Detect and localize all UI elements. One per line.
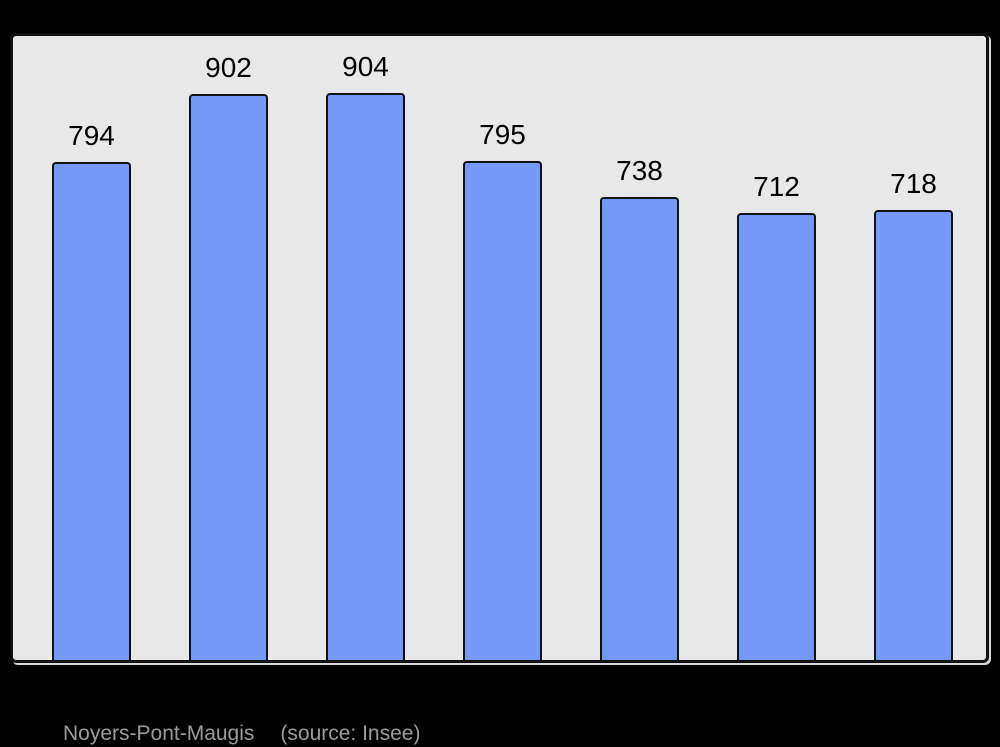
bars-container: 794 902 904 795 738 712 718 — [13, 36, 986, 660]
bar-value-label: 795 — [479, 119, 526, 150]
bar — [600, 197, 679, 660]
plot-area: 794 902 904 795 738 712 718 — [10, 33, 989, 663]
bar-value-label: 904 — [342, 51, 389, 82]
bar-value-label: 712 — [753, 171, 800, 202]
bar — [463, 161, 542, 660]
bar — [189, 94, 268, 660]
bar-value-label: 718 — [890, 168, 937, 199]
bar-value-label: 902 — [205, 52, 252, 83]
bar — [874, 210, 953, 660]
chart-source-note: (source: Insee) — [280, 722, 421, 745]
bar — [737, 213, 816, 660]
bar-value-label: 738 — [616, 155, 663, 186]
chart-caption: Noyers-Pont-Maugis (source: Insee) — [63, 722, 420, 745]
bar — [326, 93, 405, 660]
bar — [52, 162, 131, 660]
bar-value-label: 794 — [68, 120, 115, 151]
chart-title: Noyers-Pont-Maugis — [63, 722, 255, 745]
